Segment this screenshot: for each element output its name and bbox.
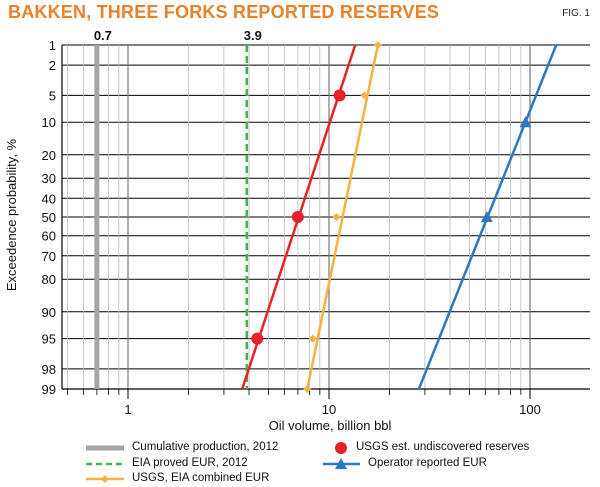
operator-reported-point xyxy=(480,211,493,222)
x-axis-label: Oil volume, billion bbl xyxy=(269,418,392,433)
y-tick-label: 2 xyxy=(49,58,56,73)
eia-proved-eur-label: 3.9 xyxy=(244,28,262,43)
usgs-eia-combined-point xyxy=(303,385,312,393)
chart-title: BAKKEN, THREE FORKS REPORTED RESERVES xyxy=(8,2,440,22)
y-axis-label: Exceedence probability, % xyxy=(4,138,19,291)
reference-lines: 0.7 3.9 xyxy=(94,28,262,389)
usgs-undiscovered-point xyxy=(251,332,264,345)
y-tick-label: 30 xyxy=(42,171,56,186)
operator-reported-point xyxy=(519,116,532,128)
y-tick-label: 90 xyxy=(42,305,56,320)
legend-combined-label: USGS, EIA combined EUR xyxy=(132,472,270,484)
usgs-undiscovered-point xyxy=(291,211,304,223)
legend-operator-marker xyxy=(335,458,347,469)
series xyxy=(241,41,558,393)
cumulative-production-label: 0.7 xyxy=(94,28,112,43)
legend xyxy=(86,442,360,483)
legend-operator-label: Operator reported EUR xyxy=(368,457,487,469)
legend-eia-label: EIA proved EUR, 2012 xyxy=(132,457,248,469)
y-tick-label: 1 xyxy=(49,38,56,53)
grid xyxy=(62,44,590,390)
y-tick-label: 20 xyxy=(42,148,56,163)
y-tick-label: 70 xyxy=(42,249,56,264)
usgs-eia-combined-point xyxy=(308,334,317,343)
y-tick-label: 80 xyxy=(42,272,56,287)
legend-combined-marker xyxy=(101,475,109,483)
y-tick-label: 99 xyxy=(42,382,56,397)
usgs-eia-combined-point xyxy=(360,91,369,100)
usgs-eia-combined-point xyxy=(332,213,341,221)
x-tick-label: 10 xyxy=(322,402,336,417)
y-tick-label: 40 xyxy=(42,191,56,206)
axes: 1 2 5 10 20 30 40 50 60 70 80 90 95 98 99 1 10 100 xyxy=(42,38,590,417)
legend-usgs-marker xyxy=(335,442,347,454)
y-tick-label: 10 xyxy=(42,115,56,130)
legend-usgs-label: USGS est. undiscovered reserves xyxy=(356,441,530,453)
y-tick-label: 50 xyxy=(42,210,56,225)
y-tick-label: 95 xyxy=(42,332,56,347)
x-tick-label: 1 xyxy=(124,402,131,417)
usgs-eia-combined-line xyxy=(306,44,380,390)
usgs-eia-combined-point xyxy=(373,41,382,49)
y-tick-label: 5 xyxy=(49,88,56,103)
y-tick-label: 60 xyxy=(42,229,56,244)
y-tick-label: 98 xyxy=(42,362,56,377)
usgs-undiscovered-point xyxy=(333,89,346,102)
legend-cumulative-label: Cumulative production, 2012 xyxy=(132,441,279,453)
x-tick-label: 100 xyxy=(519,402,541,417)
figure-label: FIG. 1 xyxy=(562,8,590,19)
